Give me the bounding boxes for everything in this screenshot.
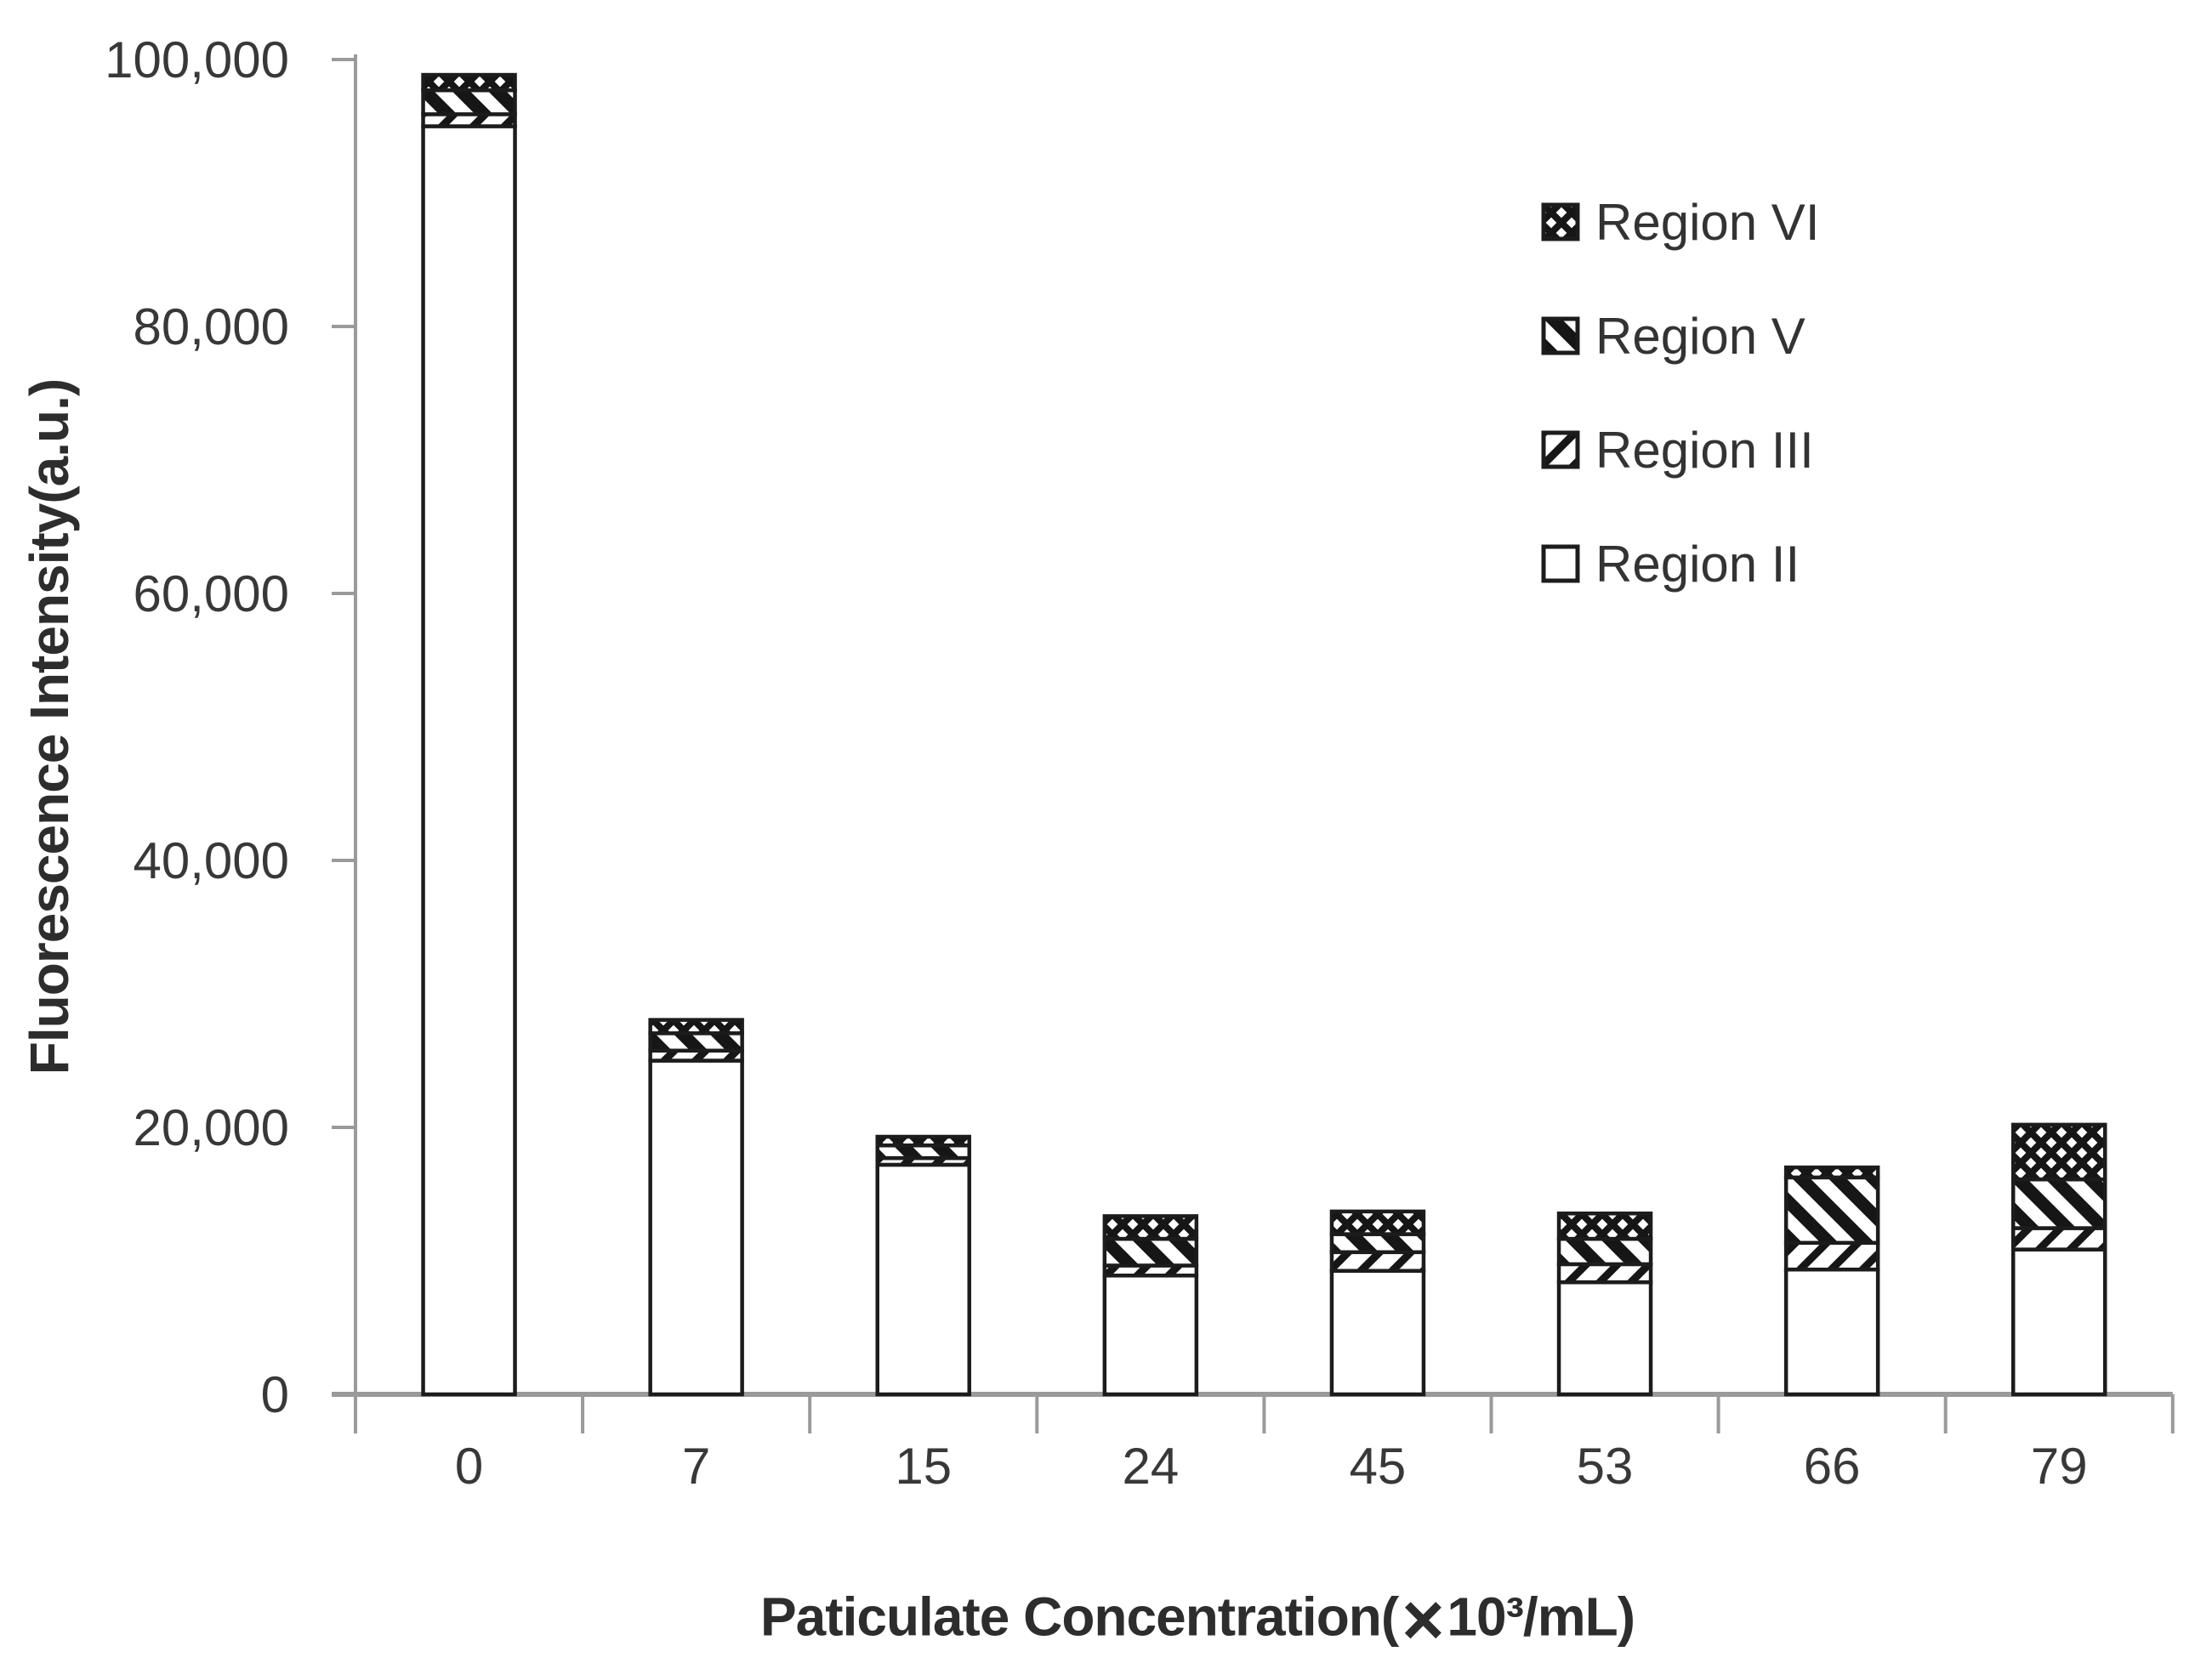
bar-segment-region-v-x7 <box>648 1031 744 1053</box>
x-tick-label: 53 <box>1577 1438 1634 1495</box>
tick-labels: 0 20,000 40,000 60,000 80,000 100,000 0 7 15 24 45… <box>105 31 2088 1495</box>
legend-label-region-v: Region V <box>1595 307 1805 365</box>
y-axis-title: Fluorescence Intensity(a.u.) <box>19 378 80 1076</box>
x-tick-label: 45 <box>1350 1438 1407 1495</box>
bar-segment-region-v-x79 <box>2011 1177 2107 1230</box>
bar-segment-region-vi-x7 <box>648 1018 744 1036</box>
legend-label-region-ii: Region II <box>1595 535 1800 593</box>
bar-segment-region-vi-x0 <box>421 72 517 93</box>
bar-segment-region-ii-x0 <box>421 124 517 1397</box>
multiplication-sign: × <box>1402 1579 1444 1661</box>
y-tick-label: 40,000 <box>133 832 289 889</box>
bar-segment-region-v-x0 <box>421 88 517 116</box>
bar-segment-region-ii-x24 <box>1102 1274 1199 1397</box>
bar-segment-region-v-x66 <box>1783 1175 1880 1246</box>
bar-segment-region-vi-x15 <box>875 1134 971 1148</box>
bar-segment-region-iii-x45 <box>1329 1250 1426 1274</box>
y-tick-label: 0 <box>261 1366 289 1423</box>
legend-label-region-vi: Region VI <box>1595 193 1820 251</box>
bar-segment-region-v-x45 <box>1329 1232 1426 1255</box>
legend-swatch-region-vi-icon <box>1541 202 1580 241</box>
legend: Region VI Region V Region III Region II <box>1541 194 1820 651</box>
x-tick-label: 7 <box>682 1438 710 1495</box>
bar-segment-region-iii-x66 <box>1783 1240 1880 1272</box>
legend-swatch-rect <box>1541 316 1580 355</box>
bar-segment-region-ii-x66 <box>1783 1267 1880 1397</box>
legend-item-region-vi: Region VI <box>1541 194 1820 251</box>
x-tick-label: 0 <box>455 1438 483 1495</box>
x-axis-title-prefix: Paticulate Concentration( <box>759 1586 1399 1648</box>
bar-segment-region-iii-x79 <box>2011 1226 2107 1251</box>
bars <box>421 72 2107 1397</box>
legend-swatch-region-v-icon <box>1541 316 1580 355</box>
bar-segment-region-ii-x7 <box>648 1059 744 1397</box>
legend-swatch-region-iii-icon <box>1541 430 1580 469</box>
bar-segment-region-vi-x66 <box>1783 1165 1880 1180</box>
legend-label-region-iii: Region III <box>1595 421 1814 479</box>
legend-swatch-rect <box>1541 430 1580 469</box>
y-tick-label: 20,000 <box>133 1099 289 1156</box>
y-tick-label: 60,000 <box>133 565 289 622</box>
legend-item-region-iii: Region III <box>1541 422 1820 479</box>
legend-swatch-region-ii-icon <box>1541 544 1580 583</box>
legend-item-region-v: Region V <box>1541 308 1820 365</box>
bar-segment-region-vi-x79 <box>2011 1122 2107 1182</box>
bar-segment-region-ii-x79 <box>2011 1247 2107 1397</box>
x-tick-label: 79 <box>2031 1438 2088 1495</box>
x-tick-label: 24 <box>1122 1438 1179 1495</box>
axes <box>332 54 2175 1433</box>
bar-segment-region-iii-x53 <box>1556 1262 1653 1285</box>
bar-segment-region-v-x24 <box>1102 1236 1199 1268</box>
y-tick-label: 100,000 <box>105 31 289 88</box>
bar-segment-region-vi-x53 <box>1556 1212 1653 1241</box>
bar-segment-region-ii-x15 <box>875 1162 971 1397</box>
bar-segment-region-vi-x24 <box>1102 1214 1199 1241</box>
x-tick-label: 15 <box>895 1438 952 1495</box>
bar-segment-region-ii-x53 <box>1556 1280 1653 1397</box>
x-axis-title: Paticulate Concentration(×10³/mL) <box>760 1579 1635 1663</box>
y-tick-label: 80,000 <box>133 298 289 355</box>
legend-swatch-rect <box>1541 202 1580 241</box>
legend-item-region-ii: Region II <box>1541 535 1820 593</box>
x-tick-label: 66 <box>1804 1438 1861 1495</box>
x-axis-title-suffix: 10³/mL) <box>1447 1586 1635 1648</box>
bar-segment-region-v-x53 <box>1556 1236 1653 1267</box>
bar-segment-region-ii-x45 <box>1329 1269 1426 1397</box>
legend-swatch-rect <box>1541 544 1580 583</box>
bar-segment-region-vi-x45 <box>1329 1209 1426 1236</box>
